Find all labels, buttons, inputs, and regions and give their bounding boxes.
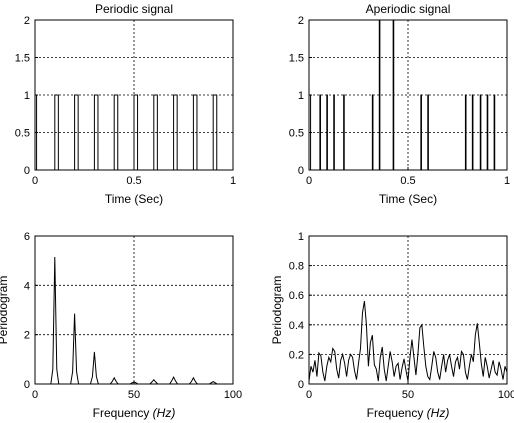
periodic-periodogram-panel: 0 50 100 0 2 4 6 Frequency (Hz) Periodogram [0, 231, 242, 420]
aperiodic-signal-x-axis-title-text: Time (Sec) [379, 192, 437, 206]
periodic-signal-y-tick-label: 2 [24, 15, 30, 27]
aperiodic-signal-y-tick-label: 0.5 [289, 128, 304, 140]
periodic-signal-x-tick-label: 1 [230, 175, 236, 187]
aperiodic-periodogram-x-tick-label: 100 [498, 389, 514, 401]
periodic-periodogram-y-tick-label: 4 [24, 280, 30, 292]
aperiodic-periodogram-x-tick-label: 0 [306, 389, 312, 401]
periodic-periodogram-x-axis-title-text: Frequency [93, 406, 150, 420]
periodic-periodogram-x-axis-unit: (Hz) [149, 406, 175, 420]
aperiodic-periodogram-x-axis-unit: (Hz) [423, 406, 449, 420]
periodic-signal-x-tick-label: 0.5 [126, 175, 141, 187]
aperiodic-periodogram-y-tick-label: 0.6 [289, 290, 304, 302]
aperiodic-signal-y-tick-label: 1.5 [289, 53, 304, 65]
periodic-periodogram-x-tick-label: 0 [32, 389, 38, 401]
aperiodic-signal-title: Aperiodic signal [366, 2, 451, 16]
periodic-periodogram-y-tick-label: 0 [24, 379, 30, 391]
periodic-signal-y-tick-label: 1 [24, 90, 30, 102]
aperiodic-periodogram-y-axis-title: Periodogram [270, 276, 284, 345]
periodic-periodogram-x-tick-label: 100 [224, 389, 242, 401]
aperiodic-signal-x-tick-label: 0.5 [400, 175, 415, 187]
periodic-periodogram-y-tick-label: 6 [24, 231, 30, 243]
periodic-signal-panel: 0 0.5 1 0 0.5 1 1.5 2 Periodic signal Time (Sec) [15, 2, 236, 206]
aperiodic-periodogram-y-tick-label: 0.2 [289, 349, 304, 361]
periodic-periodogram-y-tick-label: 2 [24, 330, 30, 342]
aperiodic-periodogram-y-tick-label: 1 [298, 231, 304, 243]
aperiodic-periodogram-x-axis-title-text: Frequency [367, 406, 424, 420]
periodic-signal-title: Periodic signal [95, 2, 173, 16]
aperiodic-signal-x-tick-label: 1 [504, 175, 510, 187]
periodic-signal-y-tick-label: 0.5 [15, 128, 30, 140]
aperiodic-signal-x-tick-label: 0 [306, 175, 312, 187]
periodic-signal-y-tick-label: 1.5 [15, 53, 30, 65]
periodic-periodogram-x-axis-title: Frequency (Hz) [93, 406, 176, 420]
aperiodic-periodogram-y-tick-label: 0 [298, 379, 304, 391]
periodic-signal-x-axis-title-text: Time (Sec) [105, 192, 163, 206]
aperiodic-signal-panel: 0 0.5 1 0 0.5 1 1.5 2 Aperiodic signal Time (Sec) [289, 2, 510, 206]
periodic-signal-x-axis-title: Time (Sec) [105, 192, 163, 206]
aperiodic-signal-x-axis-title: Time (Sec) [379, 192, 437, 206]
periodic-periodogram-y-axis-title: Periodogram [0, 276, 10, 345]
aperiodic-signal-y-tick-label: 2 [298, 15, 304, 27]
periodic-periodogram-x-tick-label: 50 [128, 389, 140, 401]
aperiodic-periodogram-y-tick-label: 0.8 [289, 261, 304, 273]
aperiodic-periodogram-x-axis-title: Frequency (Hz) [367, 406, 450, 420]
periodic-signal-x-tick-label: 0 [32, 175, 38, 187]
aperiodic-periodogram-x-tick-label: 50 [402, 389, 414, 401]
aperiodic-periodogram-y-tick-label: 0.4 [289, 320, 304, 332]
aperiodic-signal-y-tick-label: 0 [298, 165, 304, 177]
periodic-signal-y-tick-label: 0 [24, 165, 30, 177]
aperiodic-periodogram-panel: 0 50 100 0 0.2 0.4 0.6 0.8 1 Frequency (Hz) Period… [270, 231, 514, 420]
aperiodic-signal-y-tick-label: 1 [298, 90, 304, 102]
